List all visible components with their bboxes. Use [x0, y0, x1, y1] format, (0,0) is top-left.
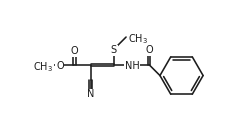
Text: N: N	[87, 89, 94, 99]
Text: O: O	[56, 61, 64, 71]
Text: O: O	[71, 46, 78, 56]
Text: NH: NH	[125, 61, 140, 71]
Text: CH$_3$: CH$_3$	[33, 60, 53, 74]
Text: S: S	[111, 45, 117, 55]
Text: CH$_3$: CH$_3$	[128, 32, 148, 46]
Text: O: O	[145, 45, 153, 55]
